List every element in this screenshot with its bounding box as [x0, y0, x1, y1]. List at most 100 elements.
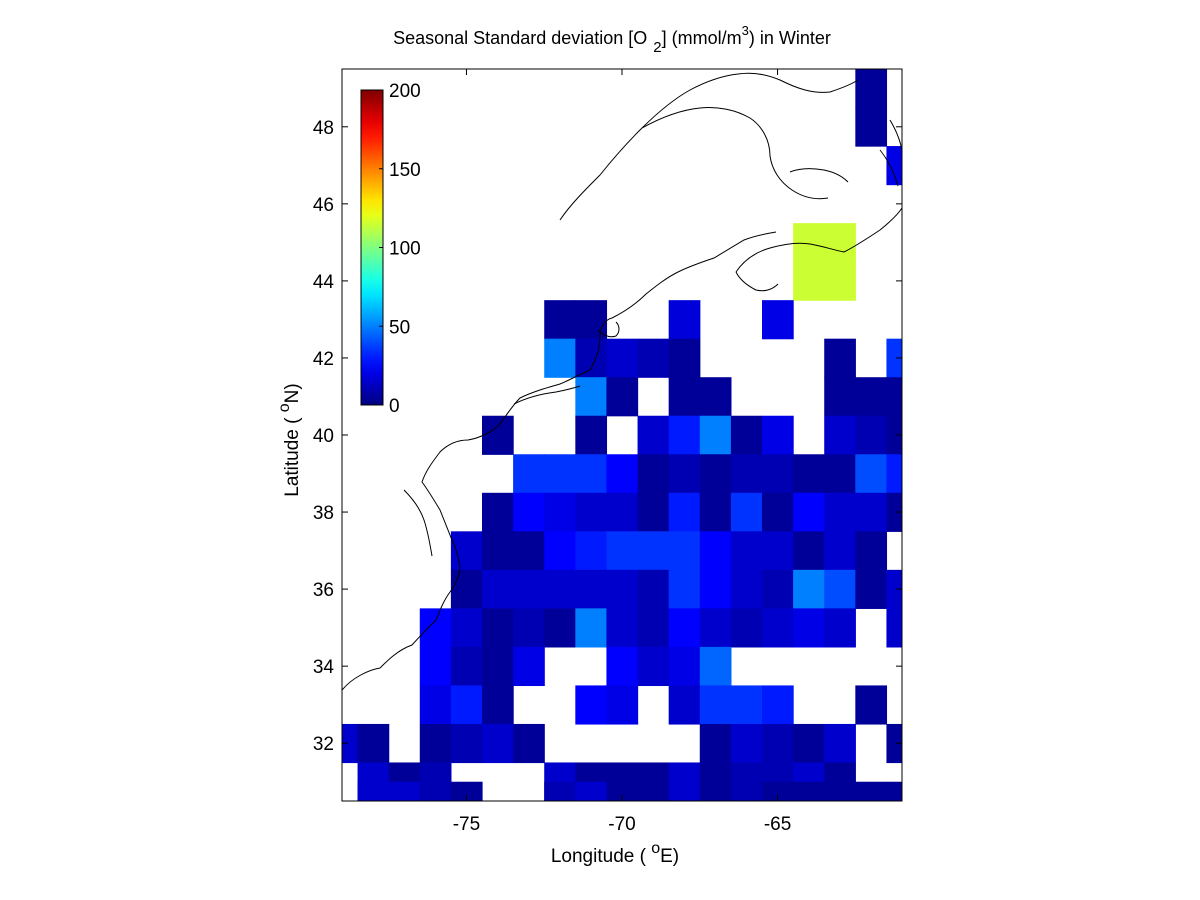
heatmap-cell — [730, 723, 763, 764]
colorbar-tick-label: 50 — [389, 317, 410, 338]
heatmap-cell — [668, 685, 701, 725]
heatmap-cell — [419, 646, 452, 687]
y-tick-label: 44 — [313, 272, 335, 293]
heatmap-cell — [606, 685, 639, 725]
heatmap-cell — [637, 781, 670, 801]
heatmap-cell — [544, 300, 576, 340]
heatmap-cell — [762, 454, 794, 494]
heatmap-cell — [699, 492, 732, 532]
heatmap-cell — [699, 415, 732, 455]
heatmap-cell — [730, 608, 763, 648]
heatmap-cell — [824, 723, 856, 764]
chart-title: Seasonal Standard deviation [O 2] (mmol/m… — [393, 23, 831, 56]
heatmap-cell — [886, 454, 902, 494]
coastline-north-shore — [641, 107, 829, 200]
heatmap-cell — [482, 531, 514, 571]
heatmap-cell — [824, 492, 856, 532]
heatmap-cell — [886, 377, 902, 417]
heatmap-cell — [419, 781, 452, 801]
heatmap-cell — [762, 608, 794, 648]
heatmap-cell — [482, 608, 514, 648]
heatmap-cell — [762, 415, 794, 455]
heatmap-cell — [762, 723, 794, 764]
heatmap-cell — [482, 492, 514, 532]
coastline-gulf-stlawrence — [559, 72, 859, 221]
heatmap-cell — [450, 685, 483, 725]
heatmap-cell — [637, 454, 670, 494]
y-axis-title: Latitude ( oN) — [276, 383, 303, 496]
heatmap-cell — [824, 338, 856, 378]
heatmap-cell — [482, 646, 514, 687]
heatmap-cell — [606, 377, 639, 417]
heatmap-cell — [886, 415, 902, 455]
heatmap-cell — [575, 338, 608, 378]
heatmap-cell — [575, 454, 608, 494]
x-axis-ticks: -75 -70 -65 — [453, 69, 791, 835]
heatmap-cell — [450, 781, 483, 801]
heatmap-cell — [699, 377, 732, 417]
heatmap-cell — [637, 338, 670, 378]
heatmap-cell — [730, 569, 763, 609]
heatmap-cell — [513, 723, 545, 764]
heatmap-cell — [855, 492, 888, 532]
heatmap-cell — [699, 454, 732, 494]
heatmap-cell — [606, 781, 639, 801]
heatmap-cell — [668, 569, 701, 609]
heatmap-cell — [357, 723, 390, 764]
y-tick-label: 48 — [313, 118, 334, 139]
heatmap-cell — [544, 531, 576, 571]
heatmap-cell — [855, 685, 888, 725]
heatmap-cell — [793, 608, 825, 648]
heatmap-cell — [450, 569, 483, 609]
colorbar-ticks: 0 50 100 150 200 — [379, 81, 421, 417]
y-tick-label: 36 — [313, 580, 334, 601]
heatmap-cell — [886, 608, 902, 648]
colorbar-tick-label: 200 — [389, 81, 421, 102]
heatmap-cell — [668, 454, 701, 494]
x-axis-title: Longitude ( oE) — [551, 840, 679, 867]
heatmap-cell — [668, 531, 701, 571]
heatmap-cell — [824, 223, 856, 263]
coastline-long-island — [513, 385, 581, 405]
heatmap-cell — [575, 377, 608, 417]
heatmap-cell — [513, 454, 545, 494]
heatmap-cell — [855, 531, 888, 571]
heatmap-cell — [544, 781, 576, 801]
heatmap-cell — [450, 646, 483, 687]
heatmap-cell — [855, 454, 888, 494]
heatmap-cell — [575, 492, 608, 532]
heatmap-cell — [824, 261, 856, 301]
heatmap-cell — [544, 454, 576, 494]
heatmap-cell — [855, 69, 888, 109]
heatmap-cell — [699, 531, 732, 571]
heatmap-cell — [699, 781, 732, 801]
heatmap-cell — [482, 685, 514, 725]
heatmap-cell — [886, 569, 902, 609]
heatmap-cell — [886, 146, 902, 186]
heatmap-cell — [855, 377, 888, 417]
heatmap-cell — [699, 608, 732, 648]
heatmap-cell — [762, 781, 794, 801]
heatmap-cell — [342, 723, 359, 764]
heatmap-cell — [824, 415, 856, 455]
heatmap-cell — [730, 492, 763, 532]
heatmap-cell — [855, 781, 888, 801]
heatmap-cell — [575, 415, 608, 455]
heatmap-cell — [668, 492, 701, 532]
heatmap-cell — [606, 608, 639, 648]
heatmap-cell — [450, 608, 483, 648]
heatmap-cell — [482, 415, 514, 455]
coastline-nova-scotia — [735, 207, 902, 292]
heatmap-cell — [637, 492, 670, 532]
heatmap-cell — [544, 338, 576, 378]
heatmap-cell — [793, 781, 825, 801]
heatmap-cell — [637, 569, 670, 609]
heatmap-cell — [575, 531, 608, 571]
heatmap-cell — [482, 569, 514, 609]
heatmap-cell — [824, 454, 856, 494]
heatmap-cell — [824, 781, 856, 801]
heatmap-cell — [575, 781, 608, 801]
heatmap-cell — [793, 223, 825, 263]
heatmap-cell — [513, 531, 545, 571]
